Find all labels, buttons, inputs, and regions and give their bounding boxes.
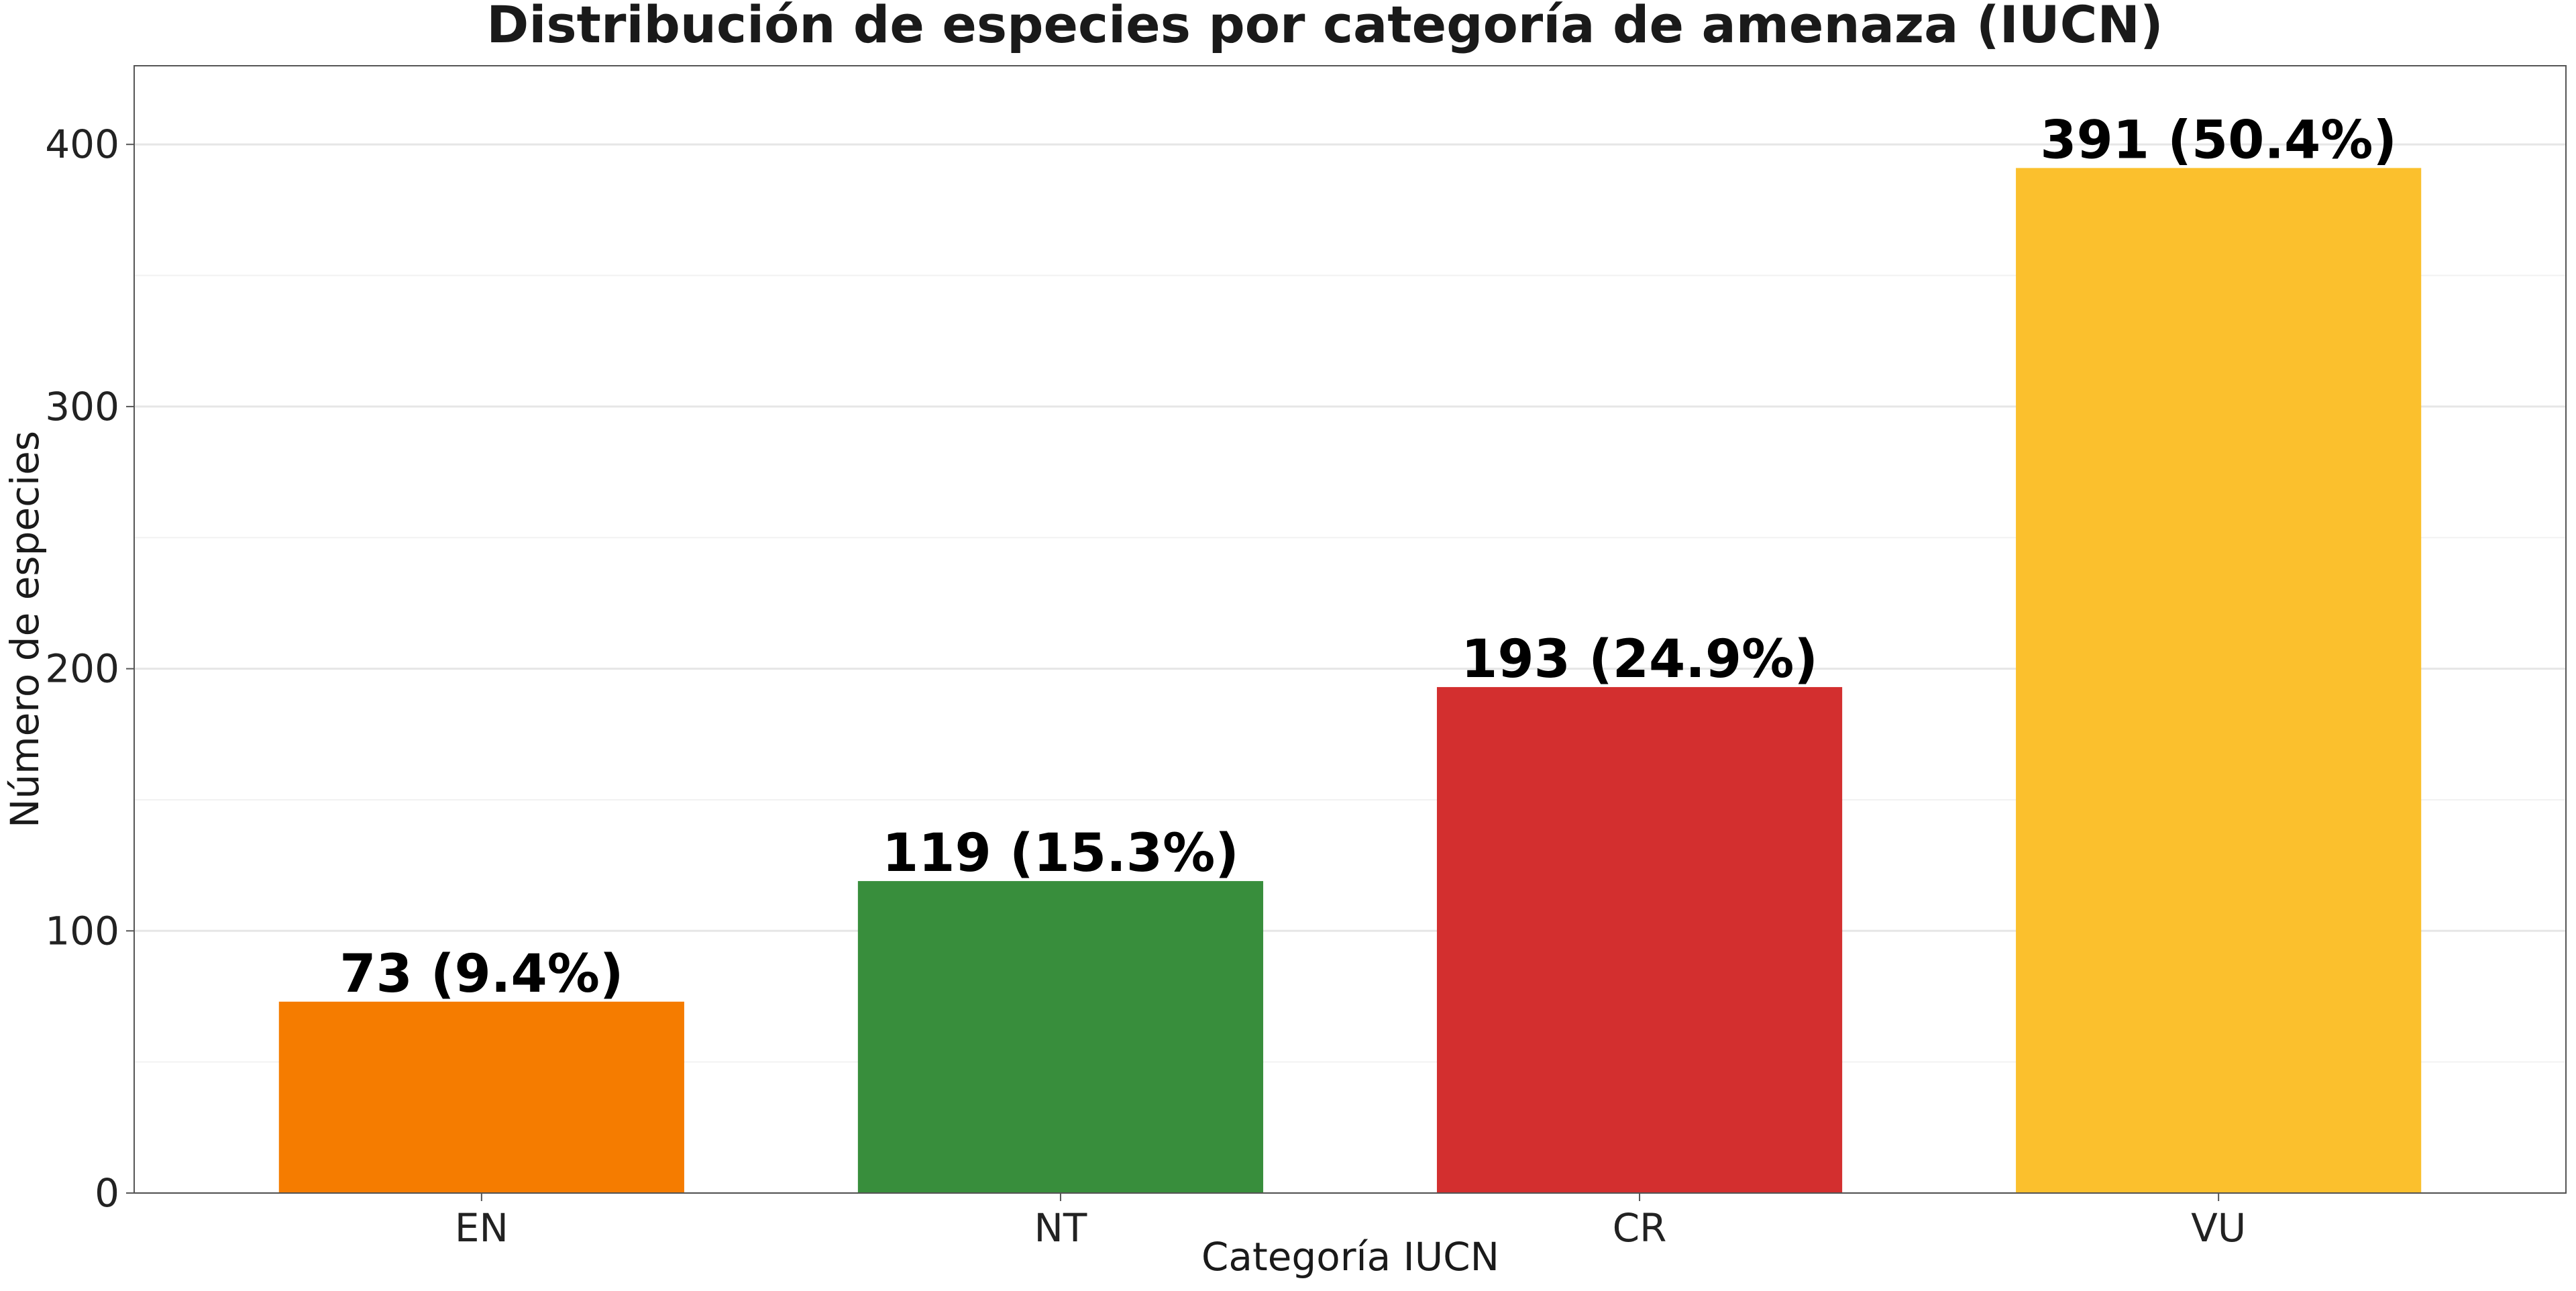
bar-nt xyxy=(857,881,1264,1193)
x-tick-label-en: EN xyxy=(455,1205,508,1251)
bars xyxy=(278,168,2422,1194)
data-labels: 73 (9.4%) 119 (15.3%) 193 (24.9%) 391 (50.4… xyxy=(339,110,2397,1004)
y-axis-label: Número de especies xyxy=(2,431,48,828)
x-axis: EN NT CR VU xyxy=(455,1193,2246,1251)
x-tick-label-nt: NT xyxy=(1034,1205,1087,1251)
bar-en xyxy=(278,1001,684,1193)
y-tick-label: 0 xyxy=(95,1170,119,1216)
bar-cr xyxy=(1436,686,1843,1193)
data-label-nt: 119 (15.3%) xyxy=(882,823,1239,884)
y-tick-label: 200 xyxy=(45,646,119,692)
bar-vu xyxy=(2016,168,2422,1194)
plot-area-border xyxy=(133,65,2567,1194)
data-label-cr: 193 (24.9%) xyxy=(1461,629,1818,690)
y-tick-label: 400 xyxy=(45,121,119,167)
x-axis-label: Categoría IUCN xyxy=(1201,1234,1499,1280)
x-tick-label-cr: CR xyxy=(1613,1205,1667,1251)
y-tick-label: 100 xyxy=(45,908,119,953)
x-tick-label-vu: VU xyxy=(2191,1205,2246,1251)
chart-title: Distribución de especies por categoría d… xyxy=(486,0,2163,54)
y-tick-label: 300 xyxy=(45,384,119,429)
y-axis: 0 100 200 300 400 xyxy=(45,121,134,1216)
data-label-en: 73 (9.4%) xyxy=(339,944,623,1004)
data-label-vu: 391 (50.4%) xyxy=(2040,110,2397,170)
